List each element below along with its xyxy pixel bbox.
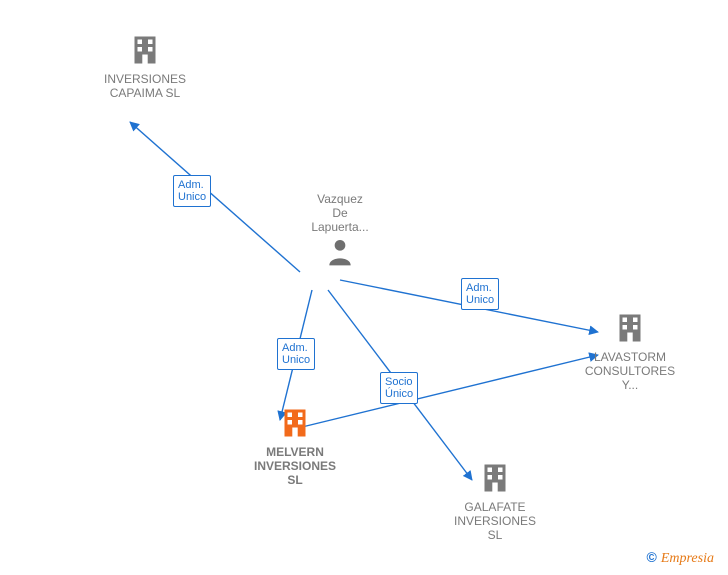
copyright-symbol: © — [647, 549, 657, 565]
watermark-brand: Empresia — [661, 551, 714, 566]
node-label: INVERSIONES CAPAIMA SL — [85, 72, 205, 100]
node-melvern[interactable]: MELVERN INVERSIONES SL — [235, 405, 355, 487]
edge-label-vazquez-melvern: Adm. Unico — [277, 338, 315, 370]
node-lavastorm[interactable]: LAVASTORM CONSULTORES Y... — [570, 310, 690, 392]
network-diagram: INVERSIONES CAPAIMA SL Vazquez De Lapuert… — [0, 0, 728, 575]
node-label: MELVERN INVERSIONES SL — [235, 445, 355, 487]
node-capaima[interactable]: INVERSIONES CAPAIMA SL — [85, 32, 205, 100]
node-label: GALAFATE INVERSIONES SL — [435, 500, 555, 542]
building-icon — [570, 310, 690, 346]
node-galafate[interactable]: GALAFATE INVERSIONES SL — [435, 460, 555, 542]
building-icon — [85, 32, 205, 68]
building-icon — [435, 460, 555, 496]
edge-label-vazquez-capaima: Adm. Unico — [173, 175, 211, 207]
node-label: Vazquez De Lapuerta... — [280, 192, 400, 234]
watermark: © Empresia — [647, 549, 714, 567]
person-icon — [280, 236, 400, 268]
edge-label-vazquez-lavastorm: Adm. Unico — [461, 278, 499, 310]
building-icon — [235, 405, 355, 441]
edge-vazquez-capaima — [130, 122, 300, 272]
node-label: LAVASTORM CONSULTORES Y... — [570, 350, 690, 392]
node-vazquez[interactable]: Vazquez De Lapuerta... — [280, 192, 400, 268]
edge-label-melvern-lavastorm: Socio Único — [380, 372, 418, 404]
